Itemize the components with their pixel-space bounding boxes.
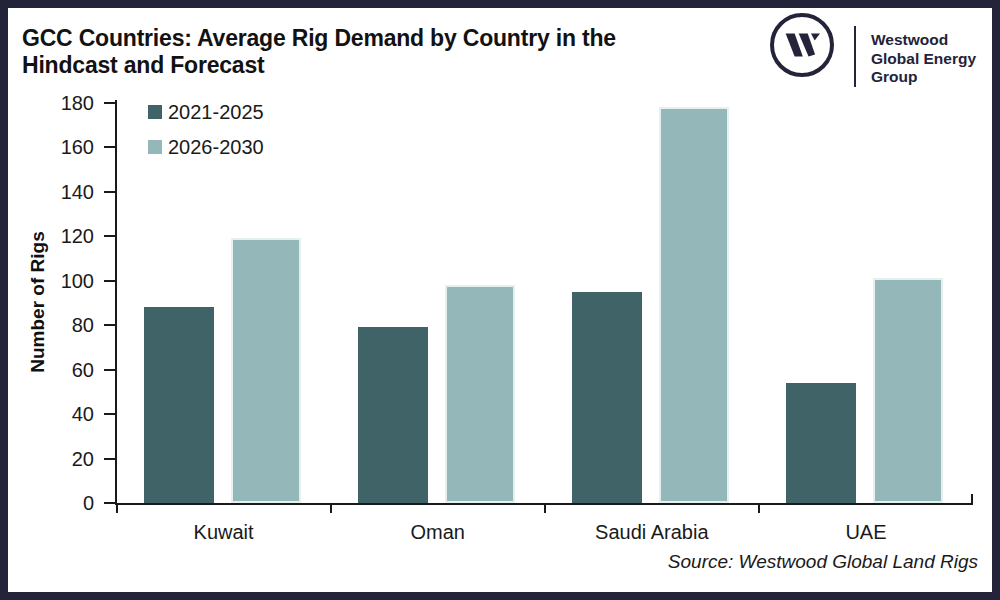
x-tick-mark: [758, 505, 760, 513]
x-tick-mark: [544, 505, 546, 513]
y-tick-label: 40: [24, 402, 94, 426]
bar-saudi-arabia-2026-2030: [659, 107, 729, 503]
bar-kuwait-2021-2025: [144, 307, 214, 503]
x-tick-label: Kuwait: [116, 521, 332, 544]
y-tick-mark: [104, 502, 116, 504]
y-tick-mark: [104, 369, 116, 371]
bar-uae-2026-2030: [873, 278, 943, 503]
legend-swatch-icon: [148, 140, 162, 154]
y-tick-mark: [104, 324, 116, 326]
bar-oman-2021-2025: [358, 327, 428, 503]
y-tick-mark: [104, 191, 116, 193]
x-tick-label: Oman: [330, 521, 546, 544]
y-tick-mark: [104, 235, 116, 237]
bar-saudi-arabia-2021-2025: [572, 292, 642, 503]
y-tick-label: 20: [24, 447, 94, 471]
legend-label: 2021-2025: [168, 101, 264, 124]
y-tick-mark: [104, 413, 116, 415]
legend-item-2026-2030: 2026-2030: [148, 134, 264, 160]
source-note: Source: Westwood Global Land Rigs: [668, 551, 978, 573]
chart-title-line1: GCC Countries: Average Rig Demand by Cou…: [22, 25, 722, 52]
westwood-monogram-icon: [770, 13, 834, 77]
chart-title: GCC Countries: Average Rig Demand by Cou…: [22, 25, 722, 79]
bar-oman-2026-2030: [445, 285, 515, 503]
y-tick-label: 60: [24, 358, 94, 382]
y-tick-label: 140: [24, 180, 94, 204]
x-tick-mark: [330, 505, 332, 513]
chart-title-line2: Hindcast and Forecast: [22, 52, 722, 79]
y-tick-mark: [104, 458, 116, 460]
legend-item-2021-2025: 2021-2025: [148, 99, 264, 125]
y-tick-mark: [104, 102, 116, 104]
legend: 2021-2025 2026-2030: [148, 99, 264, 169]
brand-name: Westwood Global Energy Group: [871, 31, 976, 87]
x-tick-label: Saudi Arabia: [544, 521, 760, 544]
brand-name-line2: Global Energy: [871, 50, 976, 69]
brand-name-line3: Group: [871, 68, 976, 87]
bar-kuwait-2026-2030: [231, 238, 301, 503]
chart-card: GCC Countries: Average Rig Demand by Cou…: [0, 0, 1000, 600]
x-tick-label: UAE: [758, 521, 974, 544]
x-axis-end-tick: [971, 494, 973, 503]
y-tick-label: 120: [24, 224, 94, 248]
legend-label: 2026-2030: [168, 136, 264, 159]
brand-name-line1: Westwood: [871, 31, 976, 50]
bar-uae-2021-2025: [786, 383, 856, 503]
y-tick-label: 100: [24, 269, 94, 293]
legend-swatch-icon: [148, 105, 162, 119]
y-axis-title: Number of Rigs: [27, 231, 49, 372]
logo-divider: [854, 26, 856, 87]
y-tick-label: 0: [24, 491, 94, 515]
y-axis-line: [115, 100, 117, 505]
y-tick-mark: [104, 280, 116, 282]
y-tick-mark: [104, 146, 116, 148]
y-tick-label: 160: [24, 135, 94, 159]
y-tick-label: 80: [24, 313, 94, 337]
x-tick-mark: [116, 505, 118, 513]
y-tick-label: 180: [24, 91, 94, 115]
